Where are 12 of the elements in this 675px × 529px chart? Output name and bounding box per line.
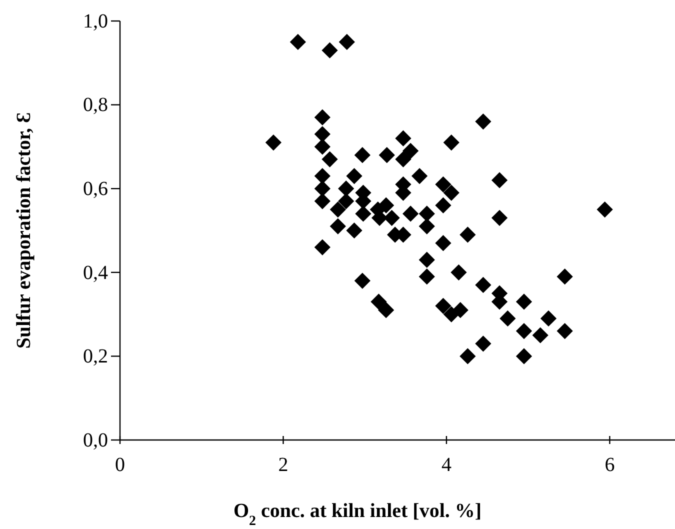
x-tick-label: 4 <box>441 454 452 476</box>
y-tick-label: 0,8 <box>83 94 108 116</box>
y-tick-label: 0,2 <box>83 346 108 368</box>
x-tick-label: 0 <box>115 454 125 476</box>
y-tick-label: 0,4 <box>83 262 108 284</box>
y-tick-label: 0,6 <box>83 178 108 200</box>
y-axis-title: Sulfur evaporation factor, Ɛ <box>13 112 35 349</box>
y-tick-label: 0,0 <box>83 429 108 452</box>
x-tick-label: 2 <box>278 454 288 476</box>
x-tick-label: 6 <box>604 454 615 476</box>
y-tick-label: 1,0 <box>83 10 108 32</box>
x-axis-title: O$_{2}$ conc. at kiln inlet [vol. %] <box>233 500 482 528</box>
